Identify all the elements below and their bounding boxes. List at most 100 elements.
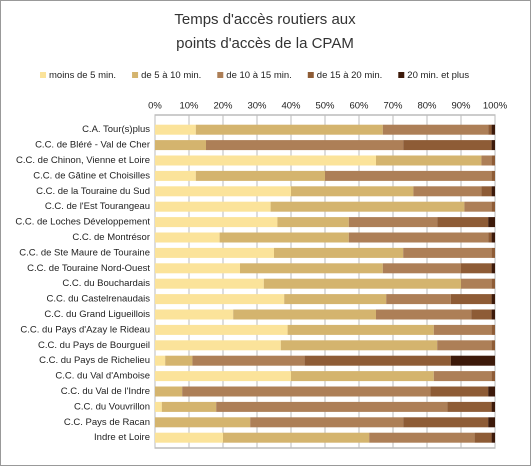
y-tick-label: C.C. du Pays de Bourgueil	[38, 340, 150, 351]
bar-segment	[382, 263, 461, 274]
bar-segment	[447, 401, 492, 412]
x-tick-label: 90%	[451, 101, 471, 112]
bar-segment	[216, 401, 448, 412]
y-tick-label: C.C. de Loches Développement	[15, 217, 150, 228]
legend-swatch	[40, 72, 46, 78]
bar-segment	[304, 355, 451, 366]
bar-segment	[155, 294, 285, 305]
bar-segment	[155, 155, 376, 166]
bar-segment	[192, 355, 305, 366]
bar-segment	[491, 324, 495, 335]
bar-segment	[437, 340, 492, 351]
x-tick-label: 0%	[148, 101, 162, 112]
y-tick-label: C.C. de Chinon, Vienne et Loire	[16, 155, 150, 166]
legend-label: de 10 à 15 min.	[226, 70, 292, 81]
bar-segment	[491, 278, 495, 289]
bar-segment	[280, 340, 438, 351]
bar-segment	[284, 294, 387, 305]
bar-segment	[155, 140, 206, 151]
y-tick-label: C.C. de Ste Maure de Touraine	[19, 247, 150, 258]
x-tick-label: 80%	[417, 101, 437, 112]
bar-segment	[155, 340, 281, 351]
bar-segment	[488, 124, 492, 135]
bar-segment	[488, 217, 495, 228]
y-tick-label: C.C. du Castelrenaudais	[47, 294, 151, 305]
bar-segment	[155, 401, 162, 412]
y-tick-label: C.C. du Bouchardais	[62, 278, 150, 289]
bar-segment	[240, 263, 383, 274]
legend-label: de 15 à 20 min.	[317, 70, 383, 81]
bar-segment	[481, 155, 492, 166]
bar-segment	[155, 186, 291, 197]
bar-segment	[491, 340, 495, 351]
bar-segment	[348, 217, 438, 228]
y-tick-label: C.C. de la Touraine du Sud	[36, 186, 150, 197]
x-tick-label: 100%	[483, 101, 508, 112]
bar-segment	[325, 170, 492, 181]
bar-segment	[488, 232, 492, 243]
bar-segment	[155, 355, 166, 366]
y-tick-label: C.C. du Pays de Richelieu	[39, 355, 150, 366]
bar-segment	[155, 324, 288, 335]
bar-segment	[155, 309, 234, 320]
bar-segment	[287, 324, 434, 335]
bar-segment	[491, 201, 495, 212]
bar-segment	[274, 247, 404, 258]
legend-label: de 5 à 10 min.	[141, 70, 201, 81]
y-tick-label: C.C. de Bléré - Val de Cher	[35, 140, 150, 151]
bar-segment	[491, 294, 495, 305]
bar-segment	[474, 432, 492, 443]
y-tick-label: C.C. du Vouvrillon	[74, 401, 150, 412]
bar-segment	[161, 401, 217, 412]
bar-segment	[491, 124, 495, 135]
chart-title: Temps d'accès routiers aux	[174, 11, 356, 28]
chart-title: points d'accès de la CPAM	[176, 35, 354, 52]
bar-segment	[491, 140, 495, 151]
x-tick-label: 70%	[383, 101, 403, 112]
bar-segment	[491, 232, 495, 243]
bar-segment	[403, 417, 489, 428]
bar-segment	[155, 247, 274, 258]
legend-swatch	[217, 72, 224, 78]
bar-segment	[155, 124, 196, 135]
bar-segment	[491, 371, 495, 382]
y-tick-label: C.C. de l'Est Tourangeau	[45, 201, 150, 212]
bar-segment	[491, 263, 495, 274]
bar-segment	[369, 432, 475, 443]
bar-segment	[461, 263, 492, 274]
bar-segment	[491, 432, 495, 443]
bar-segment	[270, 201, 465, 212]
bar-segment	[291, 371, 434, 382]
bar-segment	[250, 417, 404, 428]
bar-segment	[348, 232, 489, 243]
bar-segment	[471, 309, 492, 320]
bar-segment	[491, 401, 495, 412]
legend-label: 20 min. et plus	[407, 70, 469, 81]
bar-segment	[433, 324, 492, 335]
bar-segment	[464, 201, 492, 212]
legend-swatch	[307, 72, 314, 78]
bar-segment	[277, 217, 349, 228]
bar-segment	[155, 201, 271, 212]
bar-segment	[430, 386, 489, 397]
y-tick-label: C.C. du Grand Ligueillois	[44, 309, 150, 320]
bar-segment	[461, 278, 492, 289]
bar-segment	[182, 386, 431, 397]
bar-segment	[376, 155, 482, 166]
bar-segment	[488, 417, 495, 428]
y-tick-label: C.C. Pays de Racan	[64, 417, 150, 428]
bar-segment	[155, 170, 196, 181]
x-tick-label: 40%	[281, 101, 301, 112]
bar-segment	[155, 432, 223, 443]
bar-segment	[491, 186, 495, 197]
x-tick-label: 50%	[315, 101, 335, 112]
y-tick-label: C.C. du Val d'Amboise	[55, 371, 150, 382]
legend-swatch	[398, 72, 405, 78]
bar-segment	[491, 155, 495, 166]
bar-segment	[488, 386, 495, 397]
y-tick-label: C.C. de Montrésor	[72, 232, 150, 243]
bar-segment	[437, 217, 489, 228]
bar-segment	[195, 170, 325, 181]
bar-segment	[403, 247, 492, 258]
bar-segment	[403, 140, 492, 151]
